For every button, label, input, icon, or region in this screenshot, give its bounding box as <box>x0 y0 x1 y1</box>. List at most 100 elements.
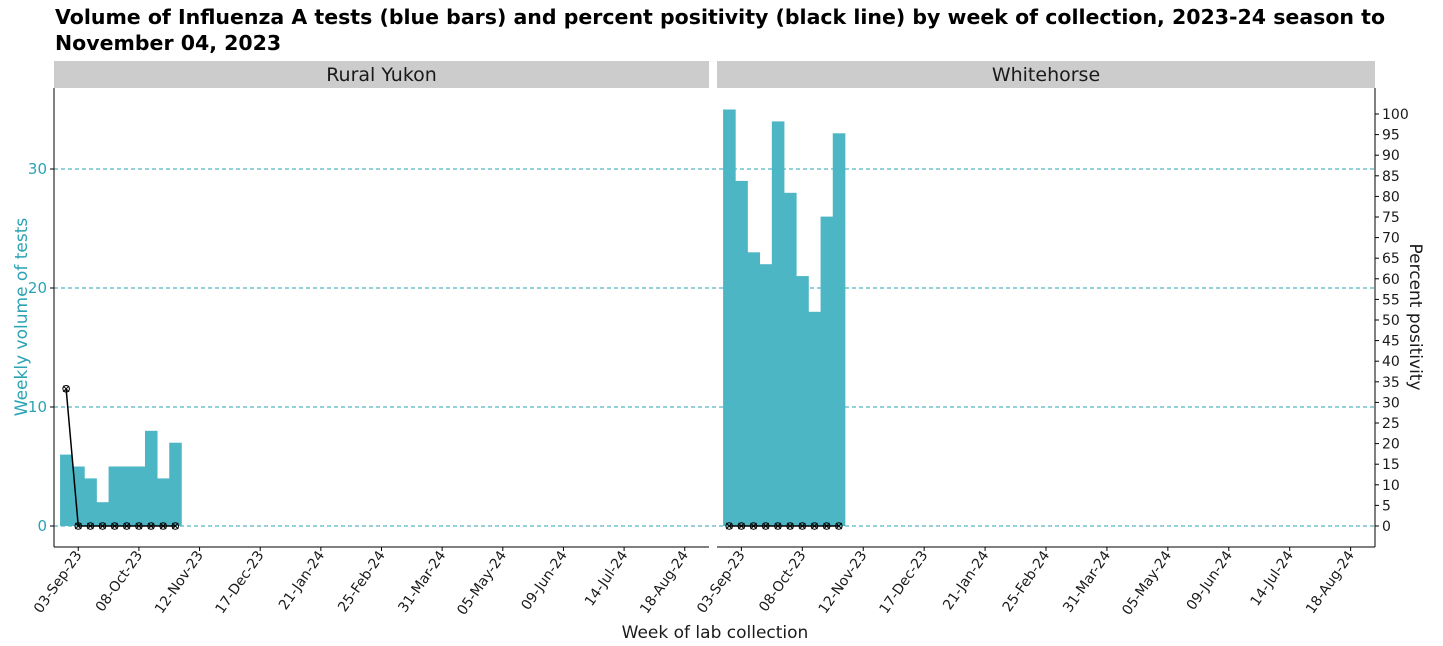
x-tick-label: 18-Aug-24 <box>1303 548 1358 617</box>
y-tick-label-right: 65 <box>1382 251 1400 267</box>
x-tick-label: 18-Aug-24 <box>637 548 692 617</box>
x-tick-label: 08-Oct-23 <box>93 548 146 615</box>
x-tick-label: 17-Dec-23 <box>877 548 932 617</box>
x-tick-label: 05-May-24 <box>454 548 510 618</box>
positivity-point <box>147 522 155 530</box>
y-tick-label-right: 70 <box>1382 231 1400 247</box>
bar <box>759 264 773 526</box>
y-axis-right-title: Percent positivity <box>1405 243 1425 390</box>
x-tick-label: 08-Oct-23 <box>756 548 809 615</box>
x-tick-label: 12-Nov-23 <box>152 548 207 617</box>
x-tick-label: 12-Nov-23 <box>816 548 871 617</box>
x-tick-label: 09-Jun-24 <box>1184 548 1236 613</box>
bar <box>96 502 109 526</box>
positivity-point <box>798 522 807 530</box>
bar <box>747 252 761 527</box>
positivity-point <box>822 522 831 530</box>
y-tick-label-right: 0 <box>1382 519 1391 535</box>
panel-whitehorse: Whitehorse <box>717 61 1375 530</box>
panel-rural-yukon: Rural Yukon <box>54 61 709 530</box>
y-tick-label-right: 45 <box>1382 334 1400 350</box>
positivity-point <box>74 522 83 530</box>
x-tick-label: 25-Feb-24 <box>335 548 389 615</box>
bar <box>84 478 97 526</box>
bar <box>120 466 134 526</box>
y-tick-label-right: 30 <box>1382 395 1400 411</box>
y-tick-label-right: 35 <box>1382 375 1400 391</box>
x-tick-label: 09-Jun-24 <box>518 548 570 613</box>
bar <box>144 430 158 526</box>
bar <box>132 466 146 526</box>
positivity-point <box>110 522 119 530</box>
y-tick-label-right: 50 <box>1382 313 1400 329</box>
bar <box>108 466 122 526</box>
bar <box>808 311 821 526</box>
y-tick-label-right: 25 <box>1382 416 1400 432</box>
positivity-point <box>810 522 819 530</box>
y-tick-label-right: 60 <box>1382 272 1400 288</box>
positivity-point <box>159 522 167 530</box>
x-tick-label: 31-Mar-24 <box>395 548 449 616</box>
bar <box>796 276 809 526</box>
positivity-point <box>86 522 95 530</box>
y-tick-label-right: 75 <box>1382 210 1400 226</box>
y-tick-label-right: 85 <box>1382 169 1400 185</box>
x-tick-label: 17-Dec-23 <box>213 548 268 617</box>
y-tick-label-left: 20 <box>28 279 47 297</box>
positivity-point <box>774 522 782 530</box>
x-tick-label: 31-Mar-24 <box>1060 548 1114 616</box>
x-tick-label: 05-May-24 <box>1119 548 1175 618</box>
positivity-point <box>725 522 733 530</box>
y-tick-label-left: 0 <box>37 517 47 535</box>
x-tick-label: 03-Sep-23 <box>694 548 748 616</box>
y-tick-label-right: 15 <box>1382 457 1400 473</box>
positivity-point <box>135 522 143 530</box>
chart-title: Volume of Influenza A tests (blue bars) … <box>55 5 1386 55</box>
x-tick-label: 14-Jul-24 <box>582 548 632 609</box>
positivity-point <box>786 522 794 530</box>
positivity-point <box>98 522 107 530</box>
y-tick-label-right: 10 <box>1382 478 1400 494</box>
y-tick-label-right: 100 <box>1382 107 1409 123</box>
bar <box>820 216 834 526</box>
panels: Rural Yukon Whitehorse <box>54 61 1375 530</box>
gridlines <box>54 168 1375 527</box>
x-tick-label: 21-Jan-24 <box>940 548 992 613</box>
positivity-point <box>749 522 758 530</box>
y-tick-label-right: 20 <box>1382 437 1400 453</box>
positivity-point <box>122 522 131 530</box>
x-tick-label: 25-Feb-24 <box>1000 548 1054 615</box>
positivity-point <box>761 522 770 530</box>
y-tick-label-right: 80 <box>1382 189 1400 205</box>
y-tick-label-right: 95 <box>1382 128 1400 144</box>
y-axis-left-title: Weekly volume of tests <box>12 218 32 417</box>
x-axis-title: Week of lab collection <box>622 623 809 643</box>
bar <box>157 478 170 526</box>
bar <box>832 133 846 527</box>
positivity-point <box>835 522 843 530</box>
bar <box>60 454 73 526</box>
bar <box>784 192 797 527</box>
x-tick-label: 14-Jul-24 <box>1248 548 1298 609</box>
y-tick-label-left: 10 <box>28 398 47 416</box>
positivity-point <box>737 522 746 530</box>
bar <box>735 180 748 526</box>
y-tick-label-left: 30 <box>28 160 47 178</box>
positivity-line <box>65 388 176 527</box>
x-tick-label: 03-Sep-23 <box>31 548 85 616</box>
panel-strip <box>54 61 709 88</box>
y-tick-label-right: 90 <box>1382 148 1400 164</box>
axes: 03-Sep-23 08-Oct-23 12-Nov-23 17-Dec-23 21-J… <box>28 88 1409 618</box>
x-tick-label: 21-Jan-24 <box>276 548 328 613</box>
y-tick-label-right: 40 <box>1382 354 1400 370</box>
panel-strip <box>717 61 1375 88</box>
bar <box>72 466 85 526</box>
panel-strip-label: Rural Yukon <box>326 64 437 86</box>
positivity-point <box>62 385 70 393</box>
panel-strip-label: Whitehorse <box>992 64 1100 86</box>
bar <box>169 442 182 526</box>
bar <box>723 109 736 526</box>
positivity-point <box>171 522 180 530</box>
bar <box>771 121 785 527</box>
y-tick-label-right: 5 <box>1382 498 1391 514</box>
